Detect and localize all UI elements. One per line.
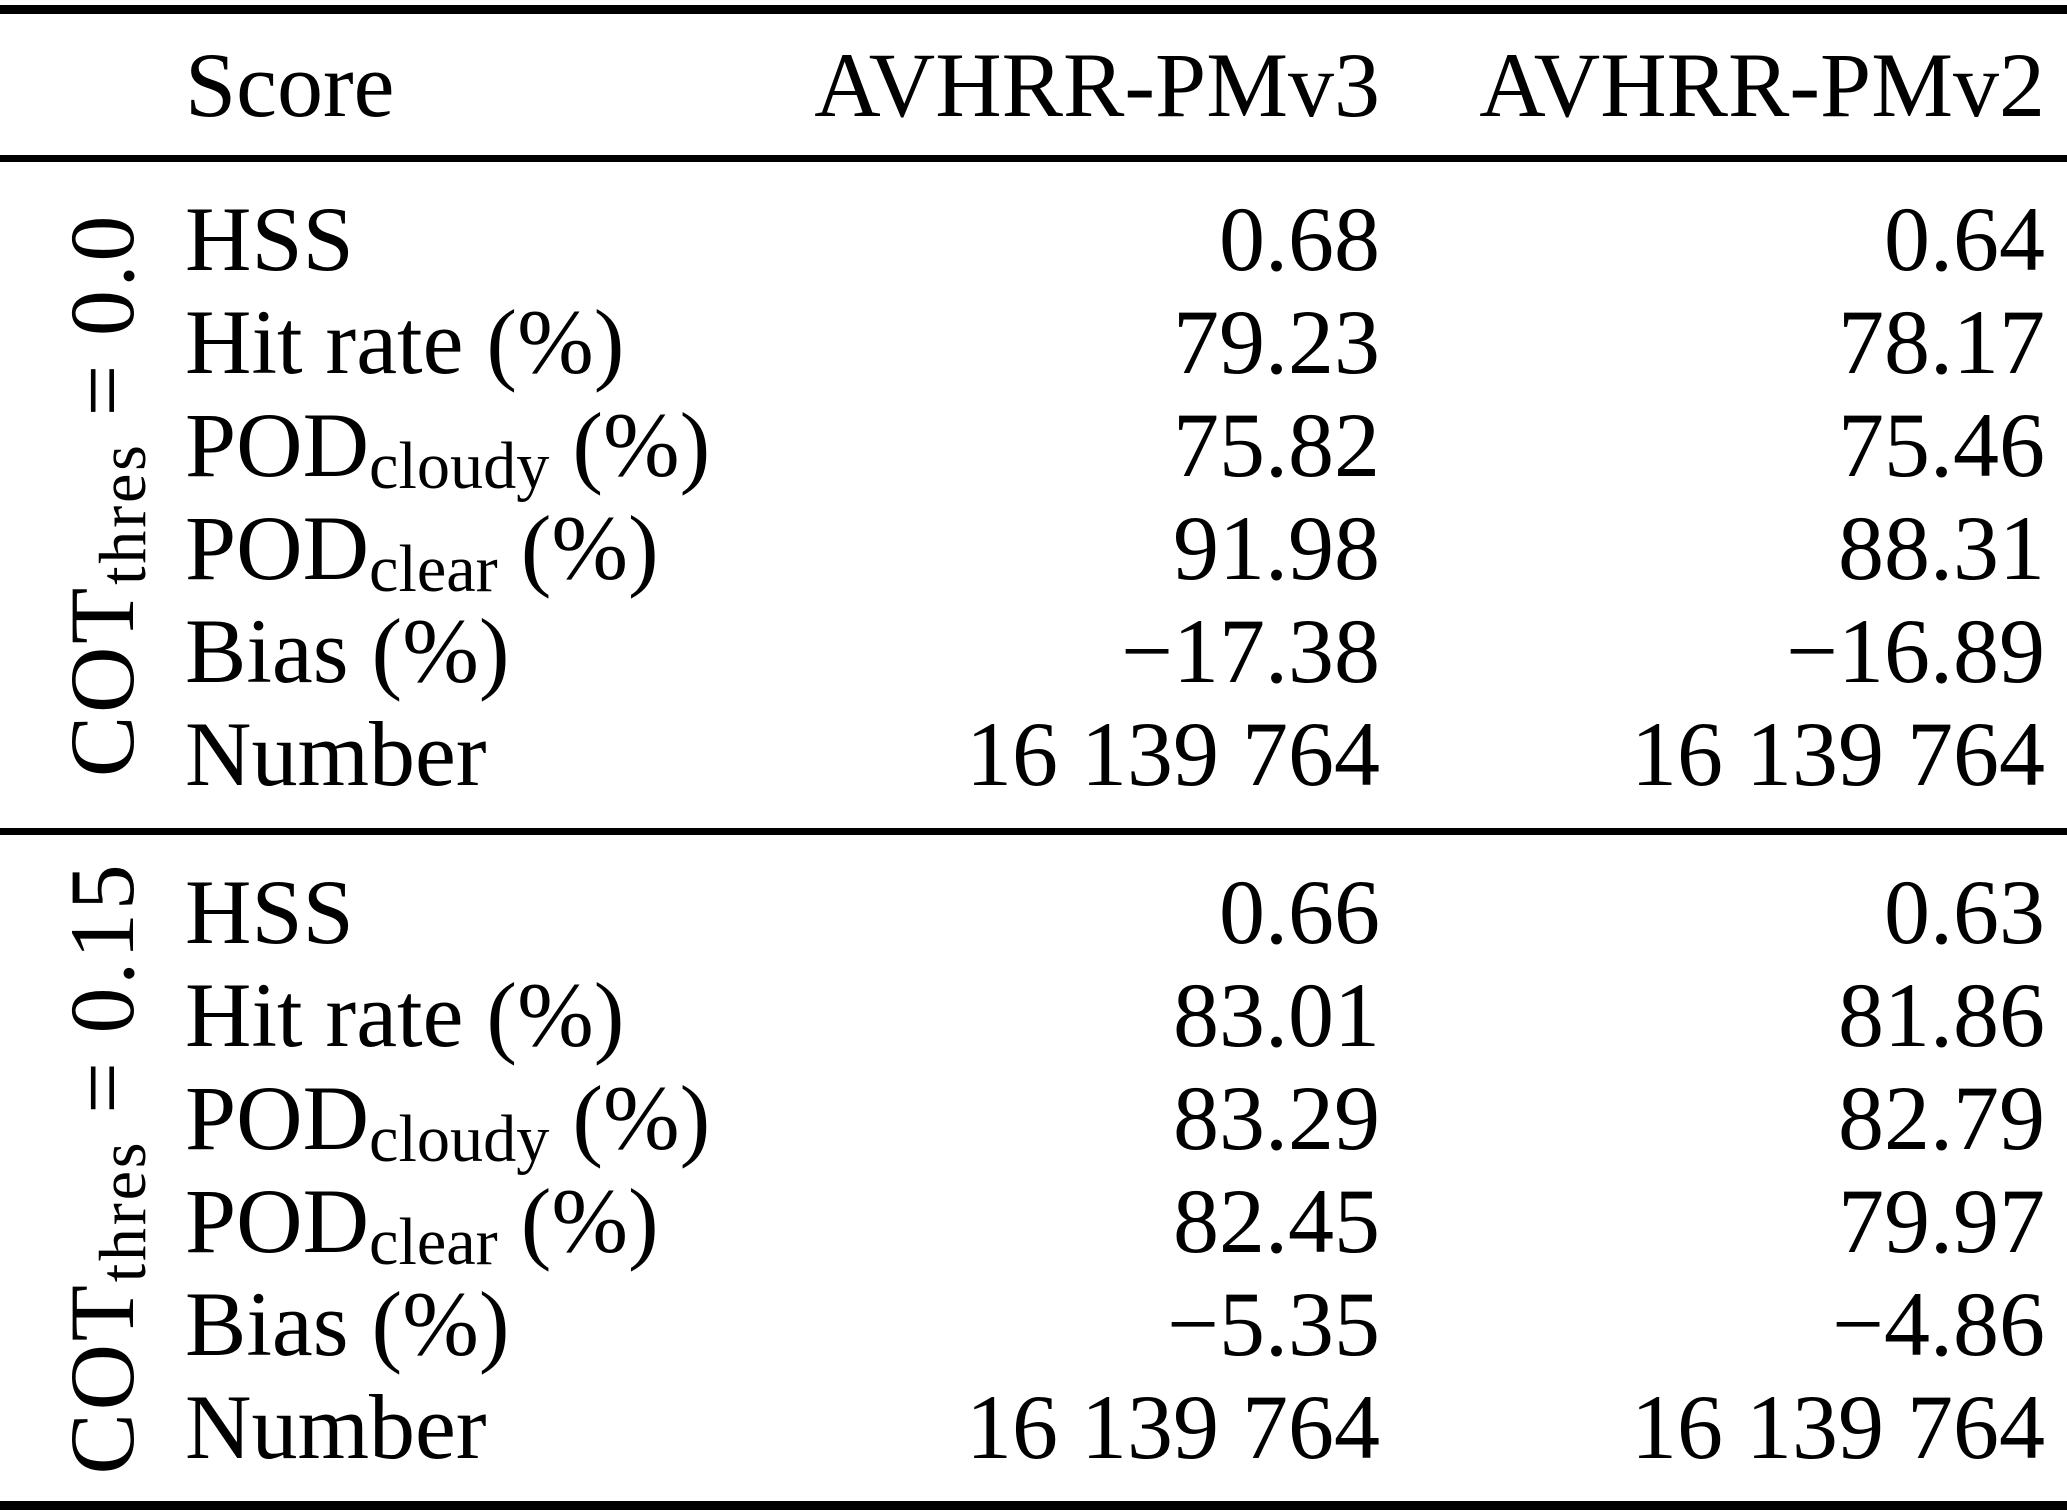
section-divider-rule (0, 828, 2067, 835)
value-pmv3: 0.68 (1219, 188, 1380, 290)
table-row: Number 16 139 764 16 139 764 (0, 701, 2067, 805)
value-pmv2: 78.17 (1838, 291, 2045, 393)
row-label: HSS (185, 861, 354, 963)
table-row: Bias (%) −5.35 −4.86 (0, 1271, 2067, 1375)
group-label-suffix: = 0.0 (51, 212, 153, 443)
row-label: PODclear (%) (185, 497, 659, 606)
table-row: PODcloudy (%) 83.29 82.79 (0, 1065, 2067, 1176)
group-label-cot-0.0: COTthres = 0.0 (49, 212, 160, 778)
value-pmv2: 75.46 (1838, 394, 2045, 496)
section-cot-0.15: COTthres = 0.15 HSS 0.66 0.63 Hit rate (… (0, 835, 2067, 1501)
value-pmv3: 91.98 (1173, 497, 1380, 599)
row-label: Hit rate (%) (185, 964, 625, 1066)
group-label-subscript: thres (86, 1139, 160, 1283)
value-pmv3: 0.66 (1219, 861, 1380, 963)
section-cot-0.0: COTthres = 0.0 HSS 0.68 0.64 Hit rate (%… (0, 162, 2067, 828)
value-pmv3: 16 139 764 (966, 703, 1380, 805)
row-label: HSS (185, 188, 354, 290)
value-pmv3: 79.23 (1173, 291, 1380, 393)
group-label-base: COT (51, 1282, 153, 1475)
value-pmv2: −4.86 (1832, 1273, 2045, 1375)
value-pmv2: 16 139 764 (1631, 703, 2045, 805)
group-label-cot-0.15: COTthres = 0.15 (49, 861, 160, 1475)
header-avhrr-pmv3: AVHRR-PMv3 (814, 33, 1380, 136)
row-label: Bias (%) (185, 600, 510, 702)
value-pmv2: 82.79 (1838, 1067, 2045, 1169)
row-label: PODcloudy (%) (185, 1067, 711, 1176)
group-label-base: COT (51, 584, 153, 778)
value-pmv2: 81.86 (1838, 964, 2045, 1066)
value-pmv2: −16.89 (1786, 600, 2045, 702)
row-label: Bias (%) (185, 1273, 510, 1375)
row-label: PODcloudy (%) (185, 394, 711, 503)
table-row: PODclear (%) 91.98 88.31 (0, 495, 2067, 606)
value-pmv3: 16 139 764 (966, 1376, 1380, 1478)
table-row: Number 16 139 764 16 139 764 (0, 1374, 2067, 1478)
row-label: PODclear (%) (185, 1170, 659, 1279)
header-bottom-rule (0, 155, 2067, 162)
value-pmv2: 16 139 764 (1631, 1376, 2045, 1478)
table-row: Hit rate (%) 79.23 78.17 (0, 289, 2067, 393)
row-label: Number (185, 703, 487, 805)
value-pmv2: 0.64 (1884, 188, 2045, 290)
header-avhrr-pmv2: AVHRR-PMv2 (1479, 33, 2045, 136)
value-pmv3: 82.45 (1173, 1170, 1380, 1272)
value-pmv2: 79.97 (1838, 1170, 2045, 1272)
table-row: PODclear (%) 82.45 79.97 (0, 1168, 2067, 1279)
group-label-subscript: thres (86, 442, 160, 585)
table-row: Hit rate (%) 83.01 81.86 (0, 962, 2067, 1066)
header-score: Score (185, 33, 395, 136)
table-top-rule (0, 5, 2067, 14)
value-pmv2: 88.31 (1838, 497, 2045, 599)
value-pmv2: 0.63 (1884, 861, 2045, 963)
value-pmv3: 75.82 (1173, 394, 1380, 496)
table-row: PODcloudy (%) 75.82 75.46 (0, 392, 2067, 503)
value-pmv3: 83.29 (1173, 1067, 1380, 1169)
table-row: Bias (%) −17.38 −16.89 (0, 598, 2067, 702)
row-label: Number (185, 1376, 487, 1478)
row-label: Hit rate (%) (185, 291, 625, 393)
table-header-row: Score AVHRR-PMv3 AVHRR-PMv2 (0, 14, 2067, 155)
value-pmv3: −5.35 (1167, 1273, 1380, 1375)
value-pmv3: −17.38 (1121, 600, 1380, 702)
table-bottom-rule (0, 1501, 2067, 1510)
group-label-suffix: = 0.15 (51, 861, 153, 1140)
table-row: HSS 0.66 0.63 (0, 859, 2067, 963)
value-pmv3: 83.01 (1173, 964, 1380, 1066)
table-row: HSS 0.68 0.64 (0, 186, 2067, 290)
